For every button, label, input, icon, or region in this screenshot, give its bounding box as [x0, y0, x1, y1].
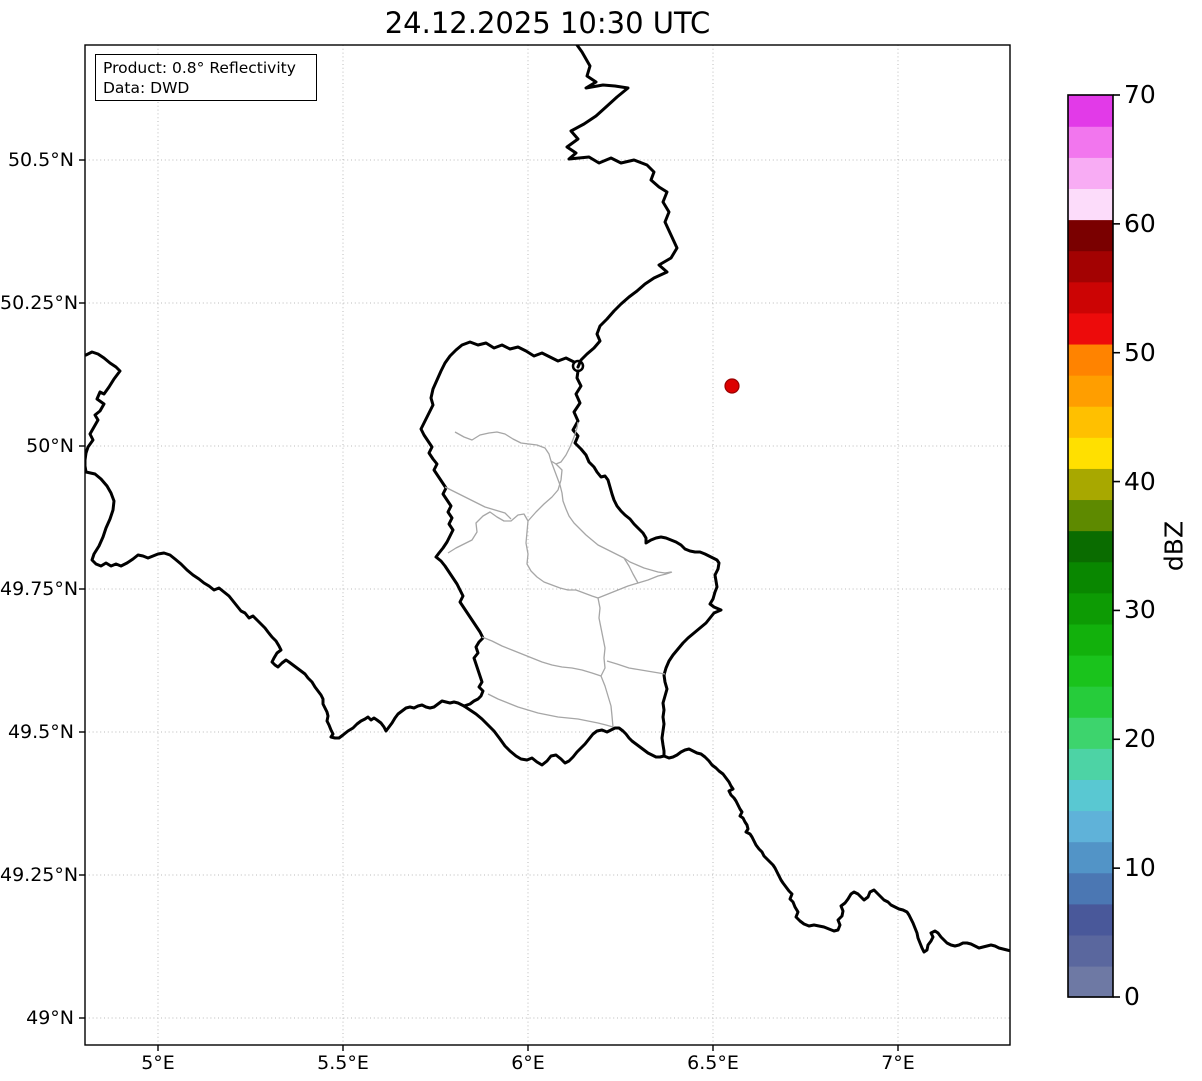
colorbar-band — [1068, 312, 1113, 345]
colorbar-band — [1068, 748, 1113, 780]
border-luxembourg-belgium — [419, 340, 576, 708]
colorbar-bands — [1068, 95, 1113, 998]
colorbar-unit-text: dBZ — [1159, 520, 1189, 572]
border-france-germany — [662, 747, 1010, 954]
axis-tick-marks — [79, 159, 899, 1051]
colorbar-band — [1068, 126, 1113, 158]
colorbar-band — [1068, 468, 1113, 501]
colorbar-band — [1068, 903, 1113, 936]
border-belgium-germany — [565, 45, 679, 369]
y-tick-label-4: 49.5°N — [7, 721, 74, 743]
y-tick-label-0: 50.5°N — [7, 149, 74, 171]
colorbar-band — [1068, 281, 1113, 314]
y-tick-label-2: 50°N — [26, 435, 74, 457]
colorbar-band — [1068, 530, 1113, 563]
colorbar-band — [1068, 623, 1113, 656]
colorbar-frame — [1067, 94, 1114, 998]
colorbar-band — [1068, 437, 1113, 469]
y-tick-label-1: 50.25°N — [0, 292, 79, 314]
x-tick-label-3: 6.5°E — [687, 1052, 739, 1074]
colorbar-tick-label-3: 30 — [1124, 595, 1156, 625]
colorbar-tick-label-5: 50 — [1124, 337, 1156, 367]
colorbar-band — [1068, 406, 1113, 438]
colorbar-tick-marks — [1113, 94, 1120, 998]
colorbar-band — [1068, 374, 1113, 407]
colorbar-band — [1068, 157, 1113, 190]
map-title: 24.12.2025 10:30 UTC — [384, 6, 711, 40]
colorbar-band — [1068, 685, 1113, 718]
radar-location-marker — [724, 378, 740, 394]
border-luxembourg-france — [462, 704, 666, 767]
border-luxembourg-germany — [571, 369, 723, 758]
colorbar-band — [1068, 250, 1113, 283]
colorbar-band — [1068, 779, 1113, 812]
x-tick-label-2: 6°E — [511, 1052, 545, 1074]
y-tick-label-5: 49.25°N — [0, 864, 79, 886]
product-info-box: Product: 0.8° Reflectivity Data: DWD — [95, 54, 317, 101]
y-tick-label-3: 49.75°N — [0, 578, 79, 600]
colorbar-axis-label: dBZ — [1144, 516, 1202, 576]
product-info-line1: Product: 0.8° Reflectivity — [103, 59, 296, 77]
colorbar-band — [1068, 561, 1113, 594]
colorbar-band — [1068, 965, 1113, 998]
colorbar-band — [1068, 810, 1113, 843]
colorbar-band — [1068, 934, 1113, 967]
colorbar-band — [1068, 219, 1113, 252]
colorbar-band — [1068, 343, 1113, 376]
colorbar-band — [1068, 872, 1113, 905]
product-info-line2: Data: DWD — [103, 79, 190, 97]
country-borders — [85, 45, 1010, 954]
x-tick-label-0: 5°E — [141, 1052, 175, 1074]
colorbar-band — [1068, 188, 1113, 221]
district-borders — [444, 421, 673, 728]
colorbar-tick-label-1: 10 — [1124, 853, 1156, 883]
colorbar-tick-label-0: 0 — [1124, 982, 1140, 1011]
colorbar-band — [1068, 841, 1113, 874]
gridlines — [85, 45, 1010, 1045]
x-tick-label-1: 5.5°E — [317, 1052, 369, 1074]
x-tick-label-4: 7°E — [881, 1052, 915, 1074]
colorbar-band — [1068, 717, 1113, 749]
colorbar-band — [1068, 654, 1113, 687]
colorbar-tick-label-2: 20 — [1124, 724, 1156, 754]
colorbar-tick-label-7: 70 — [1124, 80, 1156, 109]
colorbar-band — [1068, 592, 1113, 625]
colorbar-band — [1068, 95, 1113, 127]
colorbar-band — [1068, 499, 1113, 532]
colorbar-tick-label-4: 40 — [1124, 466, 1156, 496]
plot-frame — [84, 44, 1011, 1046]
colorbar-tick-label-6: 60 — [1124, 208, 1156, 238]
y-tick-label-6: 49°N — [26, 1007, 74, 1029]
border-france-belgium — [85, 350, 466, 740]
